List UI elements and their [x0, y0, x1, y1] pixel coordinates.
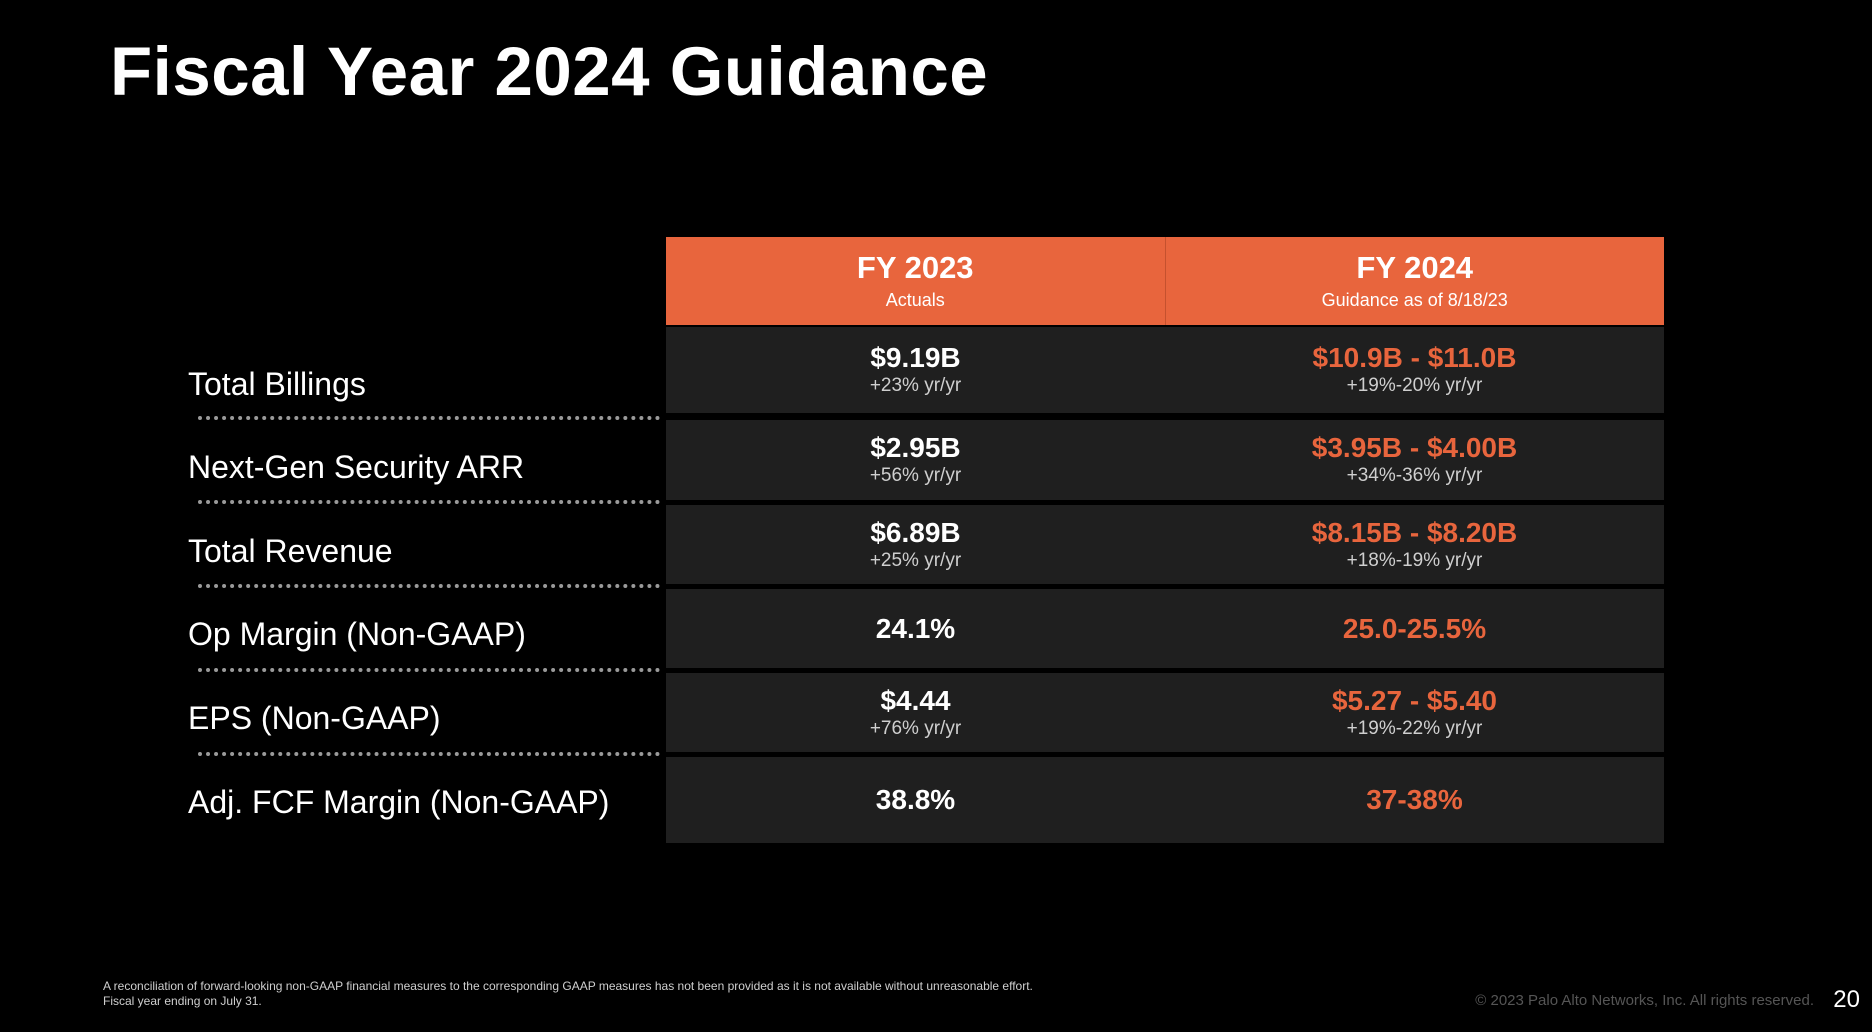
row-label-ngs-arr: Next-Gen Security ARR — [188, 449, 525, 485]
header-fy2024-title: FY 2024 — [1356, 250, 1474, 285]
table-row: 38.8% 37-38% — [666, 757, 1664, 843]
fy2023-growth: +23% yr/yr — [869, 375, 962, 396]
fy2024-growth: +19%-20% yr/yr — [1346, 375, 1483, 396]
table-row: $4.44 +76% yr/yr $5.27 - $5.40 +19%-22% … — [666, 673, 1664, 752]
fy2024-cell: 25.0-25.5% — [1165, 589, 1664, 668]
header-fy2023: FY 2023 Actuals — [666, 237, 1165, 325]
fy2024-cell: 37-38% — [1165, 757, 1664, 843]
fy2024-value: 37-38% — [1366, 784, 1463, 815]
table-row: 24.1% 25.0-25.5% — [666, 589, 1664, 668]
fy2024-cell: $3.95B - $4.00B +34%-36% yr/yr — [1165, 420, 1664, 500]
fy2023-cell: 38.8% — [666, 757, 1165, 843]
table-header: FY 2023 Actuals FY 2024 Guidance as of 8… — [666, 237, 1664, 325]
row-divider — [198, 584, 660, 588]
fy2024-value: 25.0-25.5% — [1342, 612, 1487, 644]
page-number: 20 — [1833, 986, 1860, 1013]
fy2024-value: $5.27 - $5.40 — [1331, 684, 1498, 716]
header-fy2024-subtitle: Guidance as of 8/18/23 — [1321, 290, 1508, 310]
fy2023-value: $2.95B — [870, 432, 961, 463]
fy2023-value: 38.8% — [875, 784, 956, 815]
header-fy2024: FY 2024 Guidance as of 8/18/23 — [1164, 237, 1665, 325]
row-divider — [198, 416, 660, 420]
fy2023-growth: +56% yr/yr — [869, 465, 962, 486]
fy2024-value: $10.9B - $11.0B — [1312, 342, 1517, 373]
fy2023-cell: $6.89B +25% yr/yr — [666, 505, 1165, 584]
footnote: A reconciliation of forward-looking non-… — [103, 979, 1033, 1009]
page-title: Fiscal Year 2024 Guidance — [110, 33, 989, 110]
row-divider — [198, 752, 660, 756]
table-row: $2.95B +56% yr/yr $3.95B - $4.00B +34%-3… — [666, 420, 1664, 500]
fy2024-value: $8.15B - $8.20B — [1311, 516, 1518, 548]
fy2024-growth: +34%-36% yr/yr — [1346, 465, 1483, 486]
fy2024-cell: $8.15B - $8.20B +18%-19% yr/yr — [1165, 505, 1664, 584]
row-divider — [198, 668, 660, 672]
fy2024-value: $3.95B - $4.00B — [1311, 432, 1518, 463]
row-label-eps: EPS (Non-GAAP) — [188, 700, 441, 736]
fy2023-cell: 24.1% — [666, 589, 1165, 668]
fy2023-value: $6.89B — [870, 516, 961, 548]
fy2023-cell: $2.95B +56% yr/yr — [666, 420, 1165, 500]
footnote-line: Fiscal year ending on July 31. — [103, 994, 262, 1008]
fy2024-growth: +19%-22% yr/yr — [1346, 717, 1483, 739]
fy2023-growth: +76% yr/yr — [869, 717, 962, 739]
fy2024-cell: $10.9B - $11.0B +19%-20% yr/yr — [1165, 327, 1664, 413]
header-fy2023-subtitle: Actuals — [885, 290, 945, 310]
row-divider — [198, 500, 660, 504]
row-label-adj-fcf-margin: Adj. FCF Margin (Non-GAAP) — [188, 784, 610, 820]
table-row: $6.89B +25% yr/yr $8.15B - $8.20B +18%-1… — [666, 505, 1664, 584]
fy2023-value: 24.1% — [875, 612, 956, 644]
fy2023-cell: $4.44 +76% yr/yr — [666, 673, 1165, 752]
table-row: $9.19B +23% yr/yr $10.9B - $11.0B +19%-2… — [666, 327, 1664, 413]
copyright-notice: © 2023 Palo Alto Networks, Inc. All righ… — [1475, 992, 1814, 1009]
fy2024-growth: +18%-19% yr/yr — [1346, 549, 1483, 571]
fy2023-value: $9.19B — [870, 342, 961, 373]
row-label-total-billings: Total Billings — [188, 366, 366, 402]
fy2023-growth: +25% yr/yr — [869, 549, 962, 571]
fy2023-value: $4.44 — [880, 684, 951, 716]
row-label-total-revenue: Total Revenue — [188, 533, 393, 569]
row-label-op-margin: Op Margin (Non-GAAP) — [188, 616, 526, 652]
footnote-line: A reconciliation of forward-looking non-… — [103, 979, 1033, 993]
header-fy2023-title: FY 2023 — [856, 250, 974, 285]
fy2024-cell: $5.27 - $5.40 +19%-22% yr/yr — [1165, 673, 1664, 752]
fy2023-cell: $9.19B +23% yr/yr — [666, 327, 1165, 413]
